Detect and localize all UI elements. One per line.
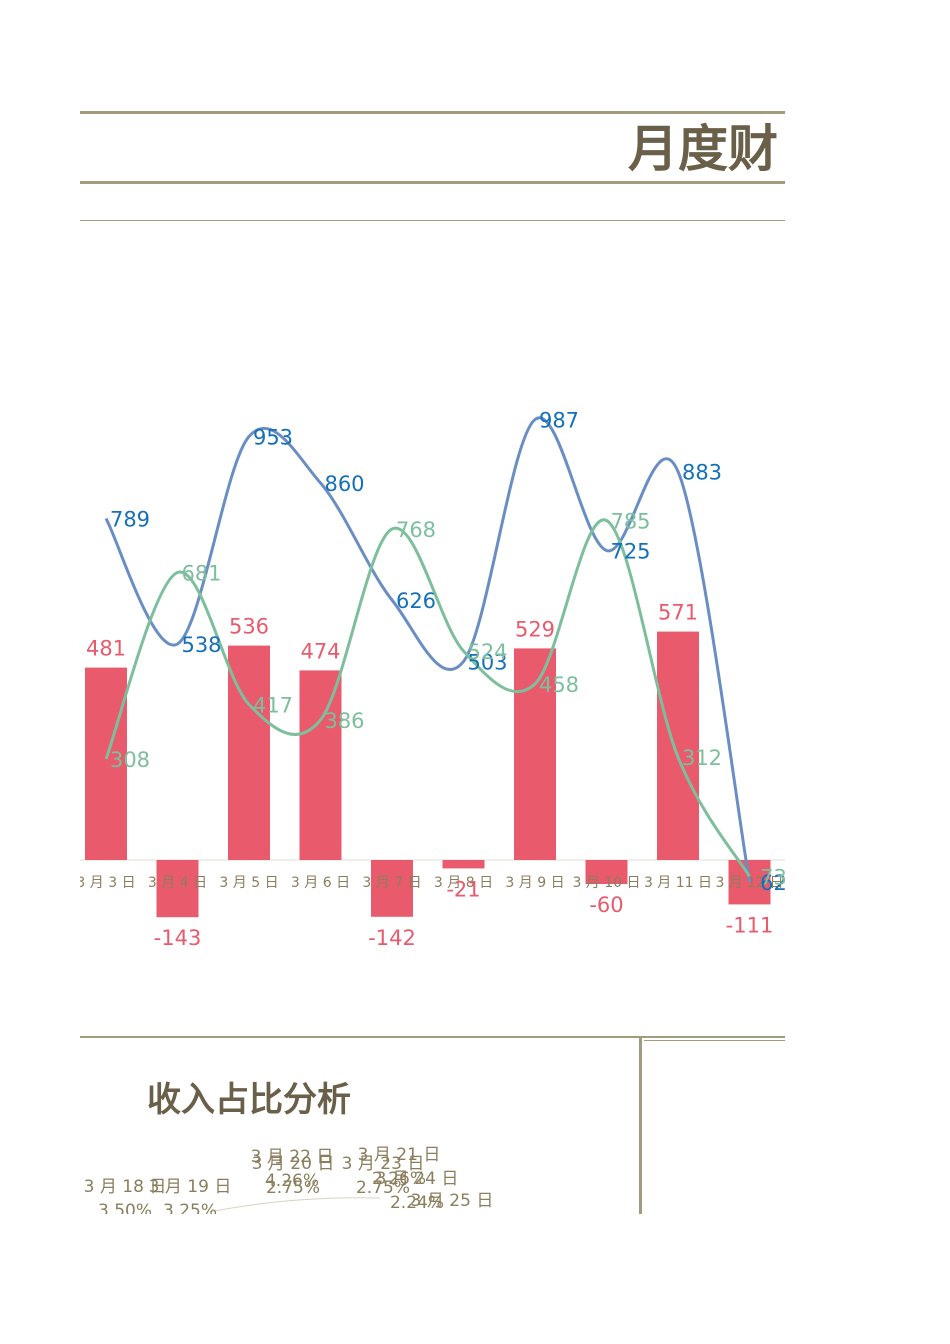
line-2-label-9: 73: [760, 866, 785, 890]
line-1-label-5: 503: [467, 651, 507, 675]
bar-7: [585, 860, 628, 884]
line-series-2: [104, 518, 751, 878]
x-tick-label-8: 3 月 11 日: [644, 875, 712, 891]
bar-label-9: -111: [726, 913, 774, 937]
line-1-label-4: 626: [396, 589, 436, 613]
x-tick-label-4: 3 月 7 日: [362, 875, 421, 891]
line-2-label-4: 768: [396, 518, 436, 542]
line-2-label-1: 681: [181, 562, 221, 586]
header-bottom-rule: [80, 181, 785, 184]
bar-label-5: -21: [446, 877, 480, 901]
line-1-label-8: 883: [682, 461, 722, 485]
pie-category-label-5: 3 月 21 日: [358, 1145, 441, 1165]
line-1-label-1: 538: [181, 633, 221, 657]
line-2-label-2: 417: [253, 694, 293, 718]
x-tick-label-6: 3 月 9 日: [505, 875, 564, 891]
pie-edge-arc: [209, 1197, 381, 1213]
bar-9: [728, 860, 771, 905]
line-1-label-2: 953: [253, 426, 293, 450]
bar-1: [156, 860, 199, 918]
line-2-label-0: 308: [110, 748, 150, 772]
line-2-label-6: 458: [539, 673, 579, 697]
line-1-label-7: 725: [610, 540, 650, 564]
bar-8: [657, 631, 699, 860]
bar-label-3: 474: [300, 639, 340, 663]
section-divider-rule: [80, 1036, 785, 1038]
bar-4: [371, 860, 413, 917]
pie-category-label-1: 3 月 19 日: [149, 1177, 232, 1197]
line-1-label-3: 860: [324, 472, 364, 496]
pie-percent-label-2: 2.75%: [266, 1178, 320, 1198]
pie-category-label-3: 3 月 22 日: [251, 1147, 334, 1167]
x-tick-label-7: 3 月 10 日: [572, 875, 640, 891]
x-tick-label-2: 3 月 5 日: [219, 875, 278, 891]
pie-category-label-6: 3 月 24 日: [376, 1169, 459, 1189]
bar-0: [85, 667, 127, 860]
pie-category-label-7: 3 月 25 日: [411, 1191, 494, 1211]
pie-category-label-4: 3 月 23 日: [342, 1154, 425, 1174]
pie-percent-label-6: 2.24%: [390, 1193, 444, 1213]
line-1-label-0: 789: [110, 508, 150, 532]
bar-3: [299, 670, 342, 860]
header-top-rule: [80, 111, 785, 114]
bar-label-2: 536: [229, 615, 269, 639]
line-2-label-5: 524: [467, 640, 507, 664]
pie-percent-label-0: 3.50%: [98, 1201, 152, 1214]
daily-combo-chart: 3 月 3 日 3 月 4 日 3 月 5 日 3 月 6 日 3 月 7 日 3 月 8…: [80, 225, 785, 1025]
pie-percent-label-1: 3.25%: [163, 1201, 217, 1214]
bar-5: [442, 860, 485, 869]
bar-label-8: 571: [658, 601, 698, 625]
panel-divider-top: [644, 1040, 785, 1041]
x-tick-label-0: 3 月 3 日: [80, 875, 136, 891]
panel-divider-left: [639, 1036, 642, 1214]
bar-label-7: -60: [589, 893, 623, 917]
line-2-label-7: 785: [610, 510, 650, 534]
line-1-label-9: 62: [760, 871, 785, 895]
x-tick-label-3: 3 月 6 日: [291, 875, 350, 891]
page-title: 月度财: [628, 120, 778, 178]
bar-label-6: 529: [515, 617, 555, 641]
line-series-1: [104, 416, 751, 883]
pie-percent-label-5: 2.26%: [372, 1169, 426, 1189]
pie-category-label-0: 3 月 18 日: [84, 1177, 167, 1197]
pie-category-label-2: 3 月 20 日: [252, 1154, 335, 1174]
x-tick-label-9: 3 月 12 日: [715, 875, 783, 891]
bar-label-0: 481: [86, 637, 126, 661]
revenue-share-pie: 3 月 18 日 3.50% 3 月 19 日 3.25% 3 月 20 日 2.75% 3…: [80, 1140, 640, 1214]
pie-percent-label-4: 2.75%: [356, 1178, 410, 1198]
revenue-share-title: 收入占比分析: [147, 1080, 351, 1120]
bar-label-1: -143: [154, 926, 202, 950]
line-1-label-6: 987: [539, 409, 579, 433]
x-tick-label-5: 3 月 8 日: [434, 875, 493, 891]
line-2-label-8: 312: [682, 746, 722, 770]
x-tick-label-1: 3 月 4 日: [148, 875, 207, 891]
pie-percent-label-3: 4.26%: [265, 1171, 319, 1191]
chart-top-rule: [80, 220, 785, 221]
line-2-label-3: 386: [324, 709, 364, 733]
bar-label-4: -142: [368, 926, 416, 950]
